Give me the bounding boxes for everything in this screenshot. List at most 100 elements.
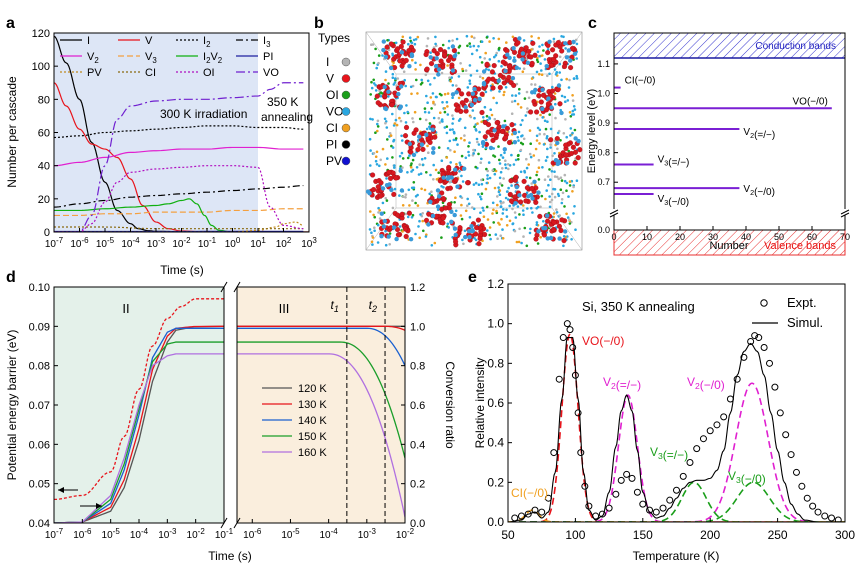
- atom-dot: [572, 212, 575, 215]
- vo-dot: [452, 212, 457, 218]
- atom-dot: [401, 157, 405, 160]
- atom-dot: [485, 167, 488, 171]
- series-line-vo: [54, 82, 304, 232]
- atom-dot: [414, 195, 418, 198]
- legend-marker-expt: [760, 299, 768, 307]
- atom-dot: [529, 142, 532, 145]
- atom-dot: [525, 157, 528, 161]
- atom-dot: [460, 217, 464, 221]
- experiment-point: [699, 435, 707, 443]
- atom-dot: [491, 169, 495, 172]
- legend-label-pv: PV: [326, 154, 342, 168]
- irradiation-label: 300 K irradiation: [160, 107, 247, 121]
- atom-dot: [413, 42, 417, 46]
- atom-dot: [523, 97, 527, 100]
- experiment-point: [673, 486, 680, 494]
- atom-dot: [386, 138, 389, 141]
- vacancy-dot: [399, 63, 405, 69]
- peak-label: VO(−/0): [582, 334, 624, 348]
- vacancy-dot: [497, 72, 503, 78]
- atom-dot: [475, 137, 479, 141]
- atom-dot: [433, 76, 436, 80]
- atom-dot: [447, 226, 451, 229]
- atom-dot: [536, 126, 540, 130]
- atom-dot: [451, 117, 455, 121]
- vo-dot: [512, 140, 518, 145]
- atom-dot: [518, 67, 521, 70]
- atom-dot: [375, 163, 379, 166]
- atom-dot: [391, 156, 394, 159]
- vo-dot: [449, 209, 454, 214]
- atom-dot: [562, 35, 565, 39]
- ratio-line-130k: [237, 325, 405, 331]
- atom-dot: [472, 183, 476, 186]
- atom-dot: [420, 78, 424, 82]
- vacancy-dot: [528, 54, 534, 60]
- experiment-point: [592, 512, 600, 520]
- vo-dot: [397, 106, 402, 111]
- atom-dot: [546, 120, 549, 123]
- atom-dot: [451, 96, 454, 99]
- vo-dot: [367, 191, 372, 196]
- atom-dot: [404, 196, 407, 199]
- atom-dot: [565, 212, 568, 216]
- vacancy-dot: [511, 82, 517, 88]
- atom-dot: [423, 188, 427, 192]
- atom-dot: [417, 139, 420, 142]
- atom-dot: [514, 94, 518, 97]
- atom-dot: [484, 146, 488, 150]
- atom-dot: [503, 151, 506, 155]
- vacancy-dot: [490, 85, 496, 91]
- vacancy-dot: [523, 45, 529, 51]
- atom-dot: [396, 77, 400, 80]
- x-tick-label: 10-2: [187, 527, 206, 541]
- atom-dot: [554, 102, 557, 106]
- atom-dot: [542, 220, 545, 223]
- atom-dot: [497, 190, 501, 194]
- atom-dot: [573, 205, 576, 208]
- atom-dot: [575, 42, 579, 46]
- atom-dot: [472, 152, 476, 155]
- atom-dot: [492, 96, 495, 100]
- vacancy-dot: [504, 125, 510, 131]
- atom-dot: [567, 195, 570, 198]
- atom-dot: [535, 58, 539, 62]
- legend-label-v3: V3: [145, 51, 157, 65]
- atom-dot: [497, 145, 500, 148]
- vacancy-dot: [555, 40, 561, 46]
- vo-dot: [391, 225, 397, 230]
- legend-label: 160 K: [298, 447, 327, 459]
- atom-dot: [391, 146, 395, 149]
- y-right-tick-label: 1.0: [410, 321, 425, 333]
- simulation-box: [365, 31, 583, 251]
- atom-dot: [457, 46, 461, 49]
- atom-dot: [420, 157, 424, 161]
- atom-dot: [527, 163, 530, 166]
- atom-dot: [504, 196, 508, 200]
- atom-dot: [376, 125, 380, 128]
- atom-dot: [410, 41, 414, 45]
- legend-marker-pv: [341, 156, 351, 166]
- legend: Expt. Simul.: [752, 295, 823, 330]
- atom-dot: [369, 93, 373, 96]
- atom-dot: [488, 58, 492, 61]
- experiment-point: [531, 506, 539, 514]
- vo-dot: [389, 187, 394, 193]
- vacancy-dot: [428, 61, 435, 67]
- vo-dot: [576, 138, 581, 144]
- atom-dot: [497, 186, 500, 189]
- atom-dot: [480, 192, 484, 195]
- atom-dot: [499, 205, 503, 208]
- atom-dot: [459, 163, 462, 167]
- atom-dot: [471, 206, 474, 209]
- vo-dot: [470, 228, 475, 234]
- atom-dot: [486, 218, 490, 221]
- atom-dot: [553, 175, 557, 178]
- vo-dot: [428, 199, 433, 205]
- ratio-line-160k: [237, 353, 405, 518]
- atom-dot: [368, 228, 372, 231]
- atom-dot: [529, 227, 532, 231]
- atom-dot: [421, 212, 425, 215]
- panel-label-b: b: [314, 15, 324, 32]
- atom-dot: [492, 208, 495, 212]
